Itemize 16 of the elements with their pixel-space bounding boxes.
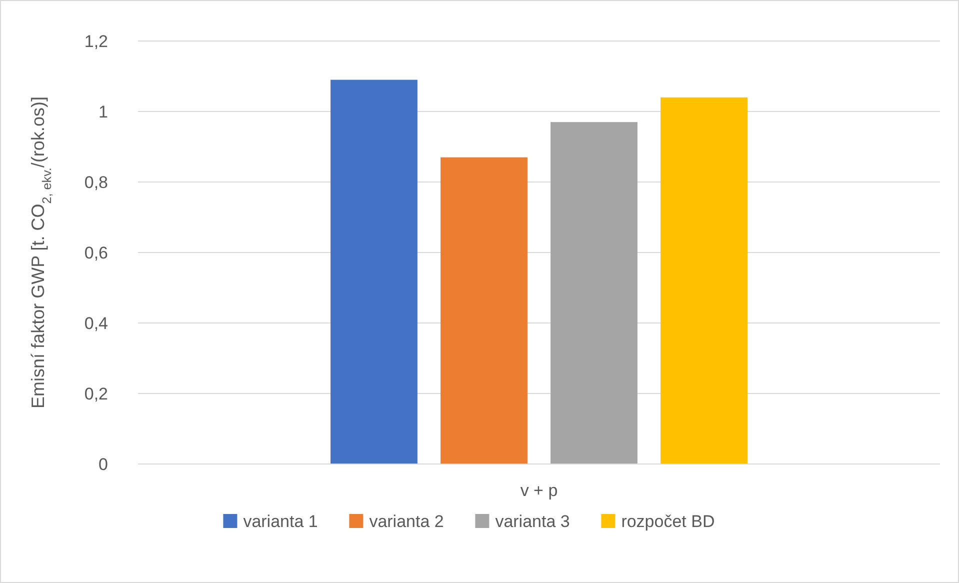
bar bbox=[660, 97, 748, 464]
x-tick-label: v + p bbox=[520, 481, 558, 500]
bar bbox=[440, 157, 528, 464]
bar bbox=[550, 122, 638, 464]
bar bbox=[330, 80, 418, 464]
y-tick-label: 0,6 bbox=[84, 243, 108, 262]
legend-label: varianta 1 bbox=[243, 512, 318, 531]
y-tick-label: 0,4 bbox=[84, 314, 108, 333]
y-tick-label: 0,8 bbox=[84, 172, 108, 192]
y-tick-label: 0,2 bbox=[84, 384, 108, 404]
y-tick-label: 0 bbox=[98, 454, 108, 474]
y-tick-label: 1 bbox=[98, 102, 108, 122]
legend-label: varianta 2 bbox=[369, 512, 444, 531]
y-tick-label: 1,2 bbox=[84, 32, 108, 51]
legend-label: varianta 3 bbox=[495, 512, 570, 531]
legend-label: rozpočet BD bbox=[621, 512, 715, 531]
